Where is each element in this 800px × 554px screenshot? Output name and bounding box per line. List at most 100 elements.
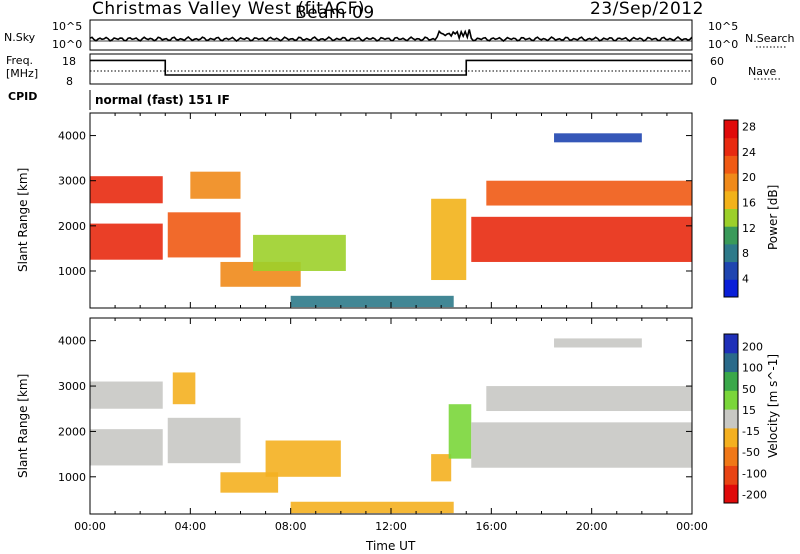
power-colorbar-tick: 20 — [742, 171, 756, 184]
freq-unit-label: [MHz] — [6, 67, 39, 80]
x-tick-label: 16:00 — [475, 520, 507, 533]
velocity-echo-region-3 — [172, 372, 196, 405]
power-colorbar-segment-0 — [724, 279, 738, 298]
velocity-ytick-label: 1000 — [58, 471, 86, 484]
beam-label: Beam 09 — [295, 3, 375, 23]
velocity-colorbar-tick: 100 — [742, 362, 763, 375]
nsearch-tick-top: 10^5 — [708, 20, 739, 33]
power-echo-region-7 — [431, 198, 467, 281]
power-colorbar-tick: 16 — [742, 197, 756, 210]
power-ytick-label: 2000 — [58, 220, 86, 233]
velocity-colorbar-tick: -100 — [742, 467, 767, 480]
velocity-echo-region-1 — [90, 381, 163, 409]
velocity-colorbar-segment-6 — [724, 371, 738, 391]
x-tick-label: 20:00 — [576, 520, 608, 533]
nsky-trace — [89, 29, 693, 43]
nave-tick-top: 60 — [710, 55, 724, 68]
velocity-colorbar-frame — [723, 333, 739, 504]
x-tick-label: 12:00 — [375, 520, 407, 533]
power-colorbar-label: Power [dB] — [766, 184, 780, 250]
power-colorbar-segment-7 — [724, 155, 738, 174]
power-ytick-label: 4000 — [58, 130, 86, 143]
nave-label: Nave — [748, 65, 777, 78]
power-echo-region-6 — [290, 295, 454, 308]
power-echo-region-2 — [167, 212, 241, 258]
power-colorbar-segment-8 — [724, 137, 738, 156]
velocity-ytick-label: 4000 — [58, 335, 86, 348]
velocity-colorbar-segment-1 — [724, 465, 738, 485]
velocity-colorbar-tick: 50 — [742, 383, 756, 396]
velocity-colorbar-segment-8 — [724, 334, 738, 354]
power-colorbar-tick: 28 — [742, 121, 756, 134]
nsky-panel-frame — [89, 19, 693, 51]
velocity-echo-region-7 — [431, 454, 452, 482]
nsky-label: N.Sky — [4, 31, 36, 44]
x-axis-label: Time UT — [366, 539, 416, 553]
date-label: 23/Sep/2012 — [590, 0, 704, 19]
velocity-echo-region-11 — [554, 338, 642, 348]
power-ytick-label: 3000 — [58, 175, 86, 188]
power-colorbar-segment-2 — [724, 243, 738, 263]
power-echo-region-3 — [190, 171, 241, 199]
velocity-ytick-label: 3000 — [58, 380, 86, 393]
station-title: Christmas Valley West (fitACF) — [92, 0, 366, 19]
power-colorbar-tick: 24 — [742, 146, 756, 159]
cpid-program: normal (fast) 151 IF — [95, 93, 230, 107]
nsky-tick-bottom: 10^0 — [52, 38, 83, 51]
velocity-echo-region-10 — [486, 386, 692, 412]
power-colorbar-segment-3 — [724, 226, 738, 245]
power-colorbar-segment-5 — [724, 190, 738, 209]
freq-tick-bottom: 8 — [66, 75, 73, 88]
power-colorbar-tick: 8 — [742, 247, 749, 260]
power-echo-region-1 — [90, 176, 163, 204]
velocity-colorbar-segment-4 — [724, 409, 738, 429]
velocity-colorbar-tick: -50 — [742, 446, 760, 459]
velocity-echo-region-4 — [220, 472, 279, 493]
velocity-colorbar-segment-5 — [724, 390, 738, 410]
power-colorbar-segment-4 — [724, 208, 738, 227]
power-ylabel: Slant Range [km] — [16, 167, 30, 272]
velocity-colorbar-segment-0 — [724, 484, 738, 504]
nsearch-tick-bottom: 10^0 — [708, 38, 739, 51]
velocity-colorbar-segment-7 — [724, 352, 738, 373]
cpid-label: CPID — [8, 90, 38, 103]
power-echo-region-10 — [554, 133, 642, 143]
power-colorbar-tick: 12 — [742, 222, 756, 235]
velocity-echo-region-5 — [265, 440, 341, 477]
power-echo-region-8 — [471, 216, 692, 262]
freq-label: Freq. — [6, 54, 34, 67]
nsky-tick-top: 10^5 — [52, 20, 83, 33]
power-colorbar-tick: 4 — [742, 272, 749, 285]
power-colorbar-segment-1 — [724, 261, 738, 280]
power-colorbar-frame — [723, 119, 739, 298]
velocity-echo-region-2 — [167, 417, 241, 464]
velocity-colorbar-tick: 200 — [742, 341, 763, 354]
velocity-colorbar-label: Velocity [m s^-1] — [766, 353, 780, 458]
velocity-ytick-label: 2000 — [58, 425, 86, 438]
velocity-colorbar-tick: -200 — [742, 488, 767, 501]
velocity-echo-region-6 — [290, 501, 454, 514]
velocity-echo-region-0 — [90, 429, 163, 466]
nave-tick-bottom: 0 — [710, 75, 717, 88]
power-echo-region-9 — [486, 180, 692, 206]
freq-tick-top: 18 — [62, 55, 76, 68]
velocity-colorbar-tick: -15 — [742, 425, 760, 438]
power-echo-region-5 — [253, 234, 346, 271]
velocity-ylabel: Slant Range [km] — [16, 373, 30, 478]
nsearch-label: N.Search — [745, 32, 795, 45]
velocity-colorbar-tick: 15 — [742, 404, 756, 417]
x-tick-label: 00:00 — [74, 520, 106, 533]
power-colorbar-segment-6 — [724, 173, 738, 192]
velocity-colorbar-segment-2 — [724, 446, 738, 466]
velocity-echo-region-8 — [448, 404, 472, 459]
x-tick-label: 00:00 — [676, 520, 708, 533]
x-tick-label: 04:00 — [174, 520, 206, 533]
freq-panel-frame — [89, 53, 693, 85]
power-colorbar-segment-9 — [724, 120, 738, 139]
frequency-trace — [90, 59, 692, 76]
power-echo-region-0 — [90, 223, 163, 260]
x-tick-label: 08:00 — [275, 520, 307, 533]
velocity-echo-region-9 — [471, 422, 692, 468]
velocity-colorbar-segment-3 — [724, 427, 738, 448]
